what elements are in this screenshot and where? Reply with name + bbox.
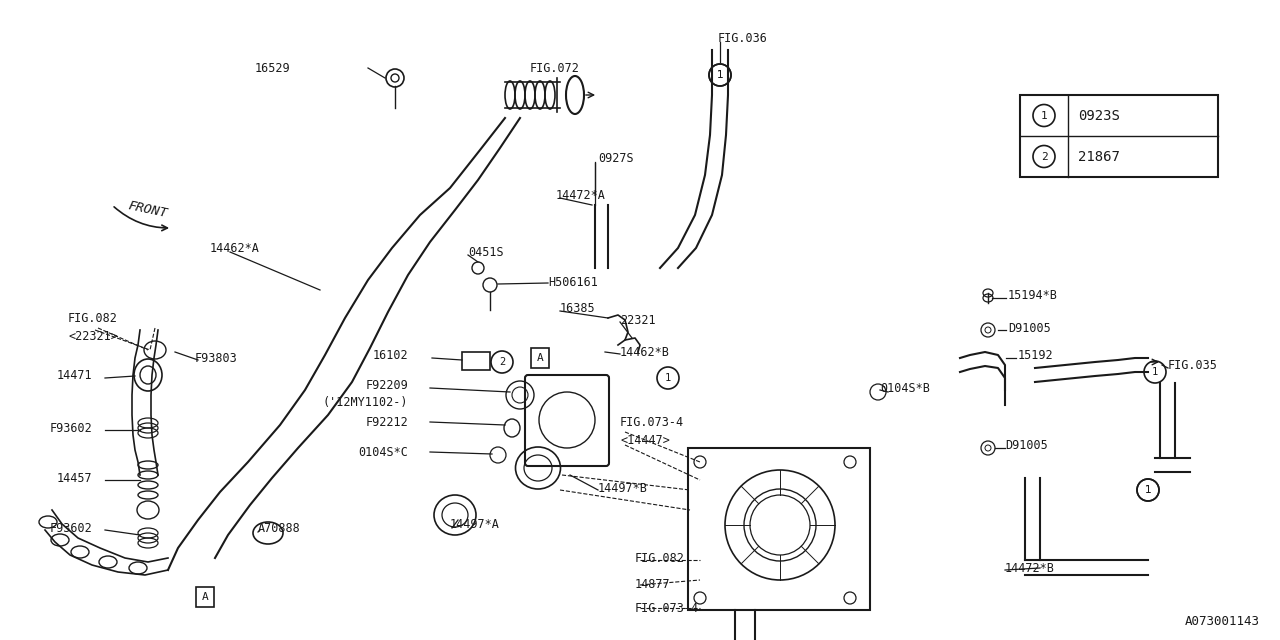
Text: 22321: 22321 [620,314,655,326]
Text: 14471: 14471 [56,369,92,381]
Text: 2: 2 [1041,152,1047,161]
Text: F93602: F93602 [49,422,92,435]
Text: 15192: 15192 [1018,349,1053,362]
Text: 16102: 16102 [372,349,408,362]
Text: D91005: D91005 [1009,321,1051,335]
Text: 0451S: 0451S [468,246,503,259]
Text: FIG.073-4: FIG.073-4 [635,602,699,614]
Text: 0104S*B: 0104S*B [881,381,929,394]
Text: FIG.072: FIG.072 [530,61,580,74]
Text: F93803: F93803 [195,351,238,365]
Text: F92209: F92209 [365,378,408,392]
Text: 14472*B: 14472*B [1005,561,1055,575]
Text: 14462*A: 14462*A [210,241,260,255]
Text: 1: 1 [1041,111,1047,120]
Text: 14462*B: 14462*B [620,346,669,358]
Text: F93602: F93602 [49,522,92,534]
Text: 0927S: 0927S [598,152,634,164]
Bar [196,587,214,607]
Text: ('12MY1102-): ('12MY1102-) [323,396,408,408]
Text: <14447>: <14447> [620,433,669,447]
Text: FIG.082: FIG.082 [68,312,118,324]
Text: 16529: 16529 [255,61,291,74]
Bar [462,352,490,370]
Text: 1: 1 [1152,367,1158,377]
Text: FIG.035: FIG.035 [1169,358,1217,371]
Text: <22321>: <22321> [68,330,118,342]
Text: 1: 1 [664,373,671,383]
Text: 14472*A: 14472*A [556,189,605,202]
Text: 21867: 21867 [1078,150,1120,163]
Text: A: A [536,353,544,363]
Text: A073001143: A073001143 [1185,615,1260,628]
Text: 14497*A: 14497*A [451,518,500,531]
Text: FIG.082: FIG.082 [635,552,685,564]
Bar [531,348,549,368]
Text: 2: 2 [499,357,506,367]
Text: 0104S*C: 0104S*C [358,445,408,458]
Bar [689,448,870,610]
Text: 1: 1 [1144,485,1151,495]
Text: 1: 1 [1144,485,1151,495]
Text: 0923S: 0923S [1078,109,1120,122]
Text: FRONT: FRONT [127,200,169,221]
Text: D91005: D91005 [1005,438,1048,451]
Text: 14497*B: 14497*B [598,481,648,495]
Text: F92212: F92212 [365,415,408,429]
Text: A70888: A70888 [259,522,301,534]
Text: A: A [202,592,209,602]
Text: FIG.036: FIG.036 [718,31,768,45]
Text: 16385: 16385 [561,301,595,314]
Text: 15194*B: 15194*B [1009,289,1057,301]
Text: FIG.073-4: FIG.073-4 [620,415,684,429]
Text: 1: 1 [717,70,723,80]
Text: 1: 1 [717,70,723,80]
Text: 14457: 14457 [56,472,92,484]
Bar [1020,95,1219,177]
Text: H506161: H506161 [548,275,598,289]
Text: 14877: 14877 [635,579,671,591]
